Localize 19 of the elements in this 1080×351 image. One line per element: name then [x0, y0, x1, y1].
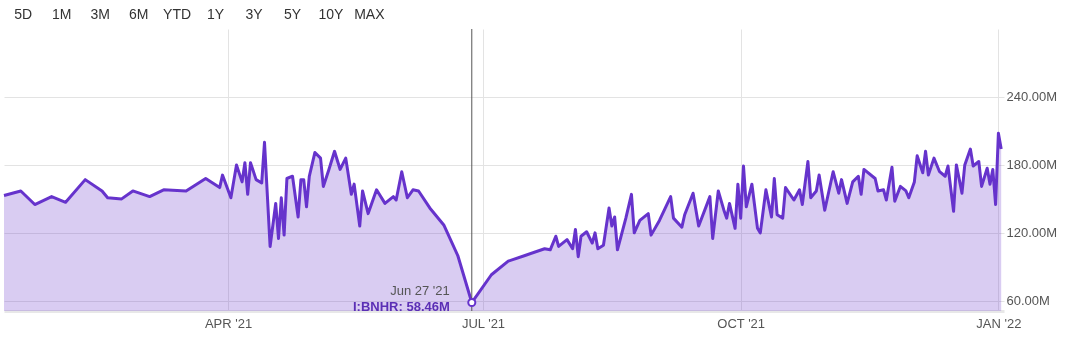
text: 5Y: [283, 6, 302, 22]
annotation: Jun 27 '21 I:BNHR: 58.46M: [352, 282, 450, 314]
text: 3Y: [245, 6, 264, 22]
text: 5D: [14, 6, 33, 22]
text: 6M: [128, 6, 149, 22]
y-tick-label: 180.00M: [1006, 157, 1058, 173]
x-tick-label: OCT '21: [717, 315, 766, 331]
text: MAX: [354, 6, 386, 22]
x-tick-label: APR '21: [204, 315, 253, 331]
text: 1Y: [206, 6, 225, 22]
x-tick-label: JUL '21: [461, 315, 506, 331]
x-tick-label: JAN '22: [976, 315, 1022, 331]
text: YTD: [163, 6, 192, 22]
y-tick-label: 120.00M: [1006, 225, 1058, 241]
y-tick-label: 240.00M: [1006, 89, 1058, 105]
text: 10Y: [318, 6, 345, 22]
text: 3M: [90, 6, 110, 22]
y-tick-label: 60.00M: [1006, 293, 1050, 309]
text: 1M: [51, 6, 72, 22]
